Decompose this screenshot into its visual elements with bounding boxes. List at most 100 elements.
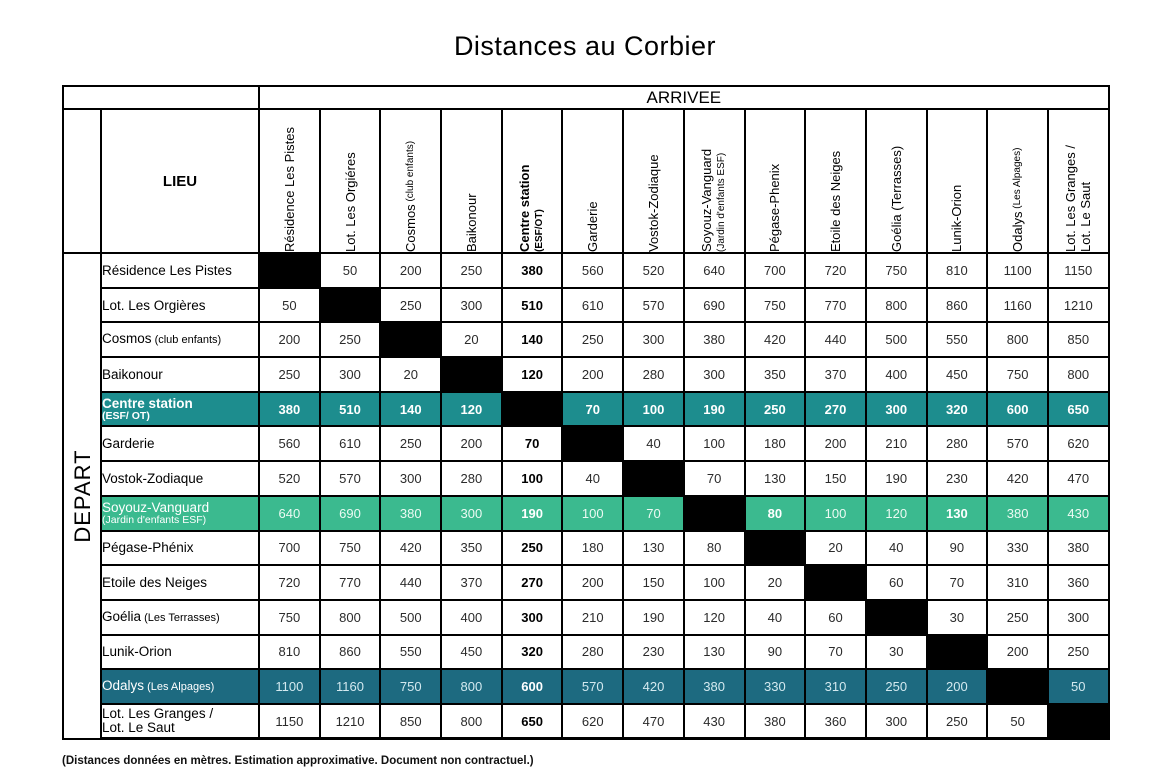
distance-cell: 1150 <box>258 702 321 741</box>
footnote: (Distances données en mètres. Estimation… <box>62 755 534 767</box>
distance-cell: 120 <box>440 390 503 428</box>
distance-cell: 250 <box>561 321 625 359</box>
distance-cell: 140 <box>500 321 564 359</box>
distance-cell: 300 <box>1046 598 1110 636</box>
distance-cell: 800 <box>318 598 382 636</box>
distance-cell: 200 <box>925 668 989 705</box>
rotated-text: Vostok-Zodiaque <box>645 154 661 252</box>
rotated-text: Centre station (ESF/OT) <box>517 164 546 252</box>
distance-cell: 60 <box>804 598 867 636</box>
distance-cell: 200 <box>561 356 625 393</box>
distance-cell: 470 <box>1046 460 1110 497</box>
distance-cell: 250 <box>864 668 928 705</box>
distance-cell: 200 <box>561 564 625 601</box>
distance-cell: 430 <box>682 702 746 741</box>
distance-cell: 180 <box>743 425 807 463</box>
distance-cell: 50 <box>318 252 382 289</box>
distance-cell: 450 <box>440 633 503 671</box>
distance-cell: 250 <box>500 529 564 567</box>
distance-cell: 90 <box>743 633 807 671</box>
distance-cell: 420 <box>622 668 685 705</box>
distance-cell: 20 <box>804 529 867 567</box>
distance-cell: 800 <box>1046 356 1110 393</box>
distance-cell: 100 <box>561 494 625 532</box>
distance-cell: 1160 <box>318 668 382 705</box>
distance-cell: 1210 <box>318 702 382 741</box>
distance-cell: 40 <box>864 529 928 567</box>
distance-cell: 560 <box>561 252 625 289</box>
distance-cell: 200 <box>258 321 321 359</box>
distance-cell: 310 <box>986 564 1049 601</box>
distance-cell: 370 <box>804 356 867 393</box>
distance-cell: 440 <box>379 564 443 601</box>
distance-cell: 380 <box>682 321 746 359</box>
distance-cell: 100 <box>682 425 746 463</box>
distance-cell: 60 <box>864 564 928 601</box>
distance-cell: 650 <box>500 702 564 741</box>
distance-cell: 280 <box>925 425 989 463</box>
distance-cell: 720 <box>258 564 321 601</box>
diagonal-cell <box>986 668 1049 705</box>
diagonal-cell <box>379 321 443 359</box>
distance-cell: 420 <box>379 529 443 567</box>
depart-header: DEPART <box>62 252 102 740</box>
lieu-header: LIEU <box>100 108 260 254</box>
distance-cell: 40 <box>561 460 625 497</box>
diagonal-cell <box>804 564 867 601</box>
distance-cell: 190 <box>682 390 746 428</box>
distance-cell: 20 <box>743 564 807 601</box>
distance-cell: 800 <box>440 668 503 705</box>
distance-cell: 230 <box>622 633 685 671</box>
distance-cell: 350 <box>440 529 503 567</box>
distance-cell: 380 <box>379 494 443 532</box>
distance-cell: 570 <box>561 668 625 705</box>
arrivee-header: ARRIVEE <box>258 85 1110 110</box>
distance-cell: 250 <box>743 390 807 428</box>
rotated-text: Résidence Les Pistes <box>281 126 297 252</box>
distance-cell: 130 <box>743 460 807 497</box>
distance-cell: 310 <box>804 668 867 705</box>
distance-cell: 250 <box>379 286 443 324</box>
distance-cell: 320 <box>925 390 989 428</box>
distance-cell: 570 <box>318 460 382 497</box>
distance-cell: 650 <box>1046 390 1110 428</box>
distance-cell: 1160 <box>986 286 1049 324</box>
col-header: Baikonour <box>440 108 503 254</box>
distance-cell: 130 <box>622 529 685 567</box>
distance-cell: 130 <box>925 494 989 532</box>
distance-cell: 430 <box>1046 494 1110 532</box>
distance-cell: 120 <box>500 356 564 393</box>
distance-cell: 380 <box>258 390 321 428</box>
row-label: Baikonour <box>100 356 260 393</box>
rotated-text: Odalys (Les Alpages) <box>1010 147 1026 252</box>
distance-cell: 250 <box>258 356 321 393</box>
corner-spacer <box>62 108 102 254</box>
diagonal-cell <box>682 494 746 532</box>
distance-cell: 720 <box>804 252 867 289</box>
distance-cell: 70 <box>804 633 867 671</box>
distance-cell: 250 <box>925 702 989 741</box>
distance-cell: 1210 <box>1046 286 1110 324</box>
distance-cell: 270 <box>500 564 564 601</box>
distance-cell: 370 <box>440 564 503 601</box>
distance-cell: 210 <box>864 425 928 463</box>
distance-cell: 120 <box>682 598 746 636</box>
distance-cell: 200 <box>440 425 503 463</box>
diagonal-cell <box>500 390 564 428</box>
distance-cell: 770 <box>804 286 867 324</box>
distance-cell: 770 <box>318 564 382 601</box>
row-label: Etoile des Neiges <box>100 564 260 601</box>
corner-spacer <box>62 85 260 110</box>
row-label: Soyouz-Vanguard (Jardin d'enfants ESF) <box>100 494 260 532</box>
distance-cell: 850 <box>1046 321 1110 359</box>
col-header: Résidence Les Pistes <box>258 108 321 254</box>
distance-cell: 130 <box>682 633 746 671</box>
distance-cell: 280 <box>440 460 503 497</box>
distance-cell: 380 <box>500 252 564 289</box>
distance-cell: 250 <box>440 252 503 289</box>
distance-cell: 30 <box>925 598 989 636</box>
distance-cell: 750 <box>318 529 382 567</box>
rotated-text: Cosmos (club enfants) <box>403 140 419 252</box>
distance-cell: 50 <box>258 286 321 324</box>
distance-cell: 800 <box>986 321 1049 359</box>
